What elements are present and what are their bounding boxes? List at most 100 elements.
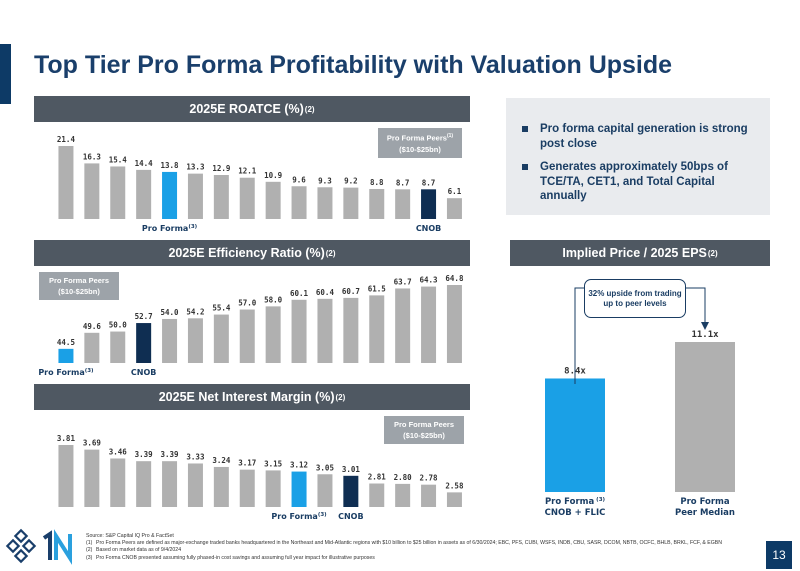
roatce-chart-header: 2025E ROATCE (%) (2): [34, 96, 470, 122]
efficiency-chart-header: 2025E Efficiency Ratio (%) (2): [34, 240, 470, 266]
efficiency-bar: [395, 288, 411, 363]
footnotes: Source: S&P Capital IQ Pro & FactSet (1)…: [86, 533, 766, 562]
nim-bar: [265, 470, 281, 507]
nim-bar: [421, 484, 437, 507]
callout-arrow-icon: [701, 322, 709, 330]
efficiency-bar: [369, 295, 385, 363]
roatce-bar: [110, 166, 126, 219]
roatce-bar-value-label: 16.3: [83, 152, 102, 161]
efficiency-cnob-label: CNOB: [131, 368, 156, 377]
peer-box-line1: Pro Forma Peers: [393, 420, 455, 429]
roatce-bar: [136, 169, 152, 219]
footnote-row: (3) Pro Forma CNOB presented assuming ful…: [86, 555, 766, 562]
roatce-cnob-label: CNOB: [416, 224, 441, 233]
implied-price-header: Implied Price / 2025 EPS (2): [510, 240, 770, 266]
roatce-bar: [369, 188, 385, 219]
efficiency-pro-forma-label: Pro Forma(3): [38, 368, 94, 377]
roatce-bar: [395, 189, 411, 219]
nim-bar-value-label: 2.78: [420, 474, 439, 483]
efficiency-title-sup: (2): [325, 248, 336, 258]
nim-bar-value-label: 3.15: [264, 459, 282, 468]
efficiency-bar-value-label: 60.7: [342, 287, 360, 296]
efficiency-peer-box: Pro Forma Peers ($10-$25bn): [39, 272, 119, 300]
roatce-bar-value-label: 8.7: [422, 178, 436, 187]
bullet-item: Pro forma capital generation is strong p…: [522, 122, 756, 151]
efficiency-bar: [239, 309, 255, 363]
roatce-bar-value-label: 6.1: [448, 187, 462, 196]
roatce-chart-title: 2025E ROATCE (%): [189, 102, 304, 116]
roatce-bar-value-label: 8.7: [396, 178, 410, 187]
roatce-bar-value-label: 14.4: [135, 159, 154, 168]
nim-pro-forma-sup: (3): [318, 512, 327, 518]
nim-bar: [317, 474, 333, 507]
efficiency-bar: [213, 314, 229, 363]
nim-bar-value-label: 3.24: [212, 456, 231, 465]
peer-box-line1: Pro Forma Peers: [386, 133, 447, 143]
efficiency-bar-chart: 44.5 49.6 50.0 52.7 54.0 54.2 55.4 57.0 58.0 60.1…: [38, 274, 464, 377]
nim-bar: [395, 483, 411, 507]
efficiency-bar-value-label: 57.0: [238, 299, 257, 308]
roatce-bar-value-label: 12.9: [212, 164, 231, 173]
nim-bar: [291, 471, 307, 507]
implied-price-category-sup: (3): [594, 497, 605, 503]
upside-callout-text: 32% upside from trading up to peer level…: [588, 288, 682, 308]
efficiency-bar-value-label: 50.0: [109, 321, 128, 330]
efficiency-bar-value-label: 60.4: [316, 288, 335, 297]
efficiency-bar: [84, 332, 100, 363]
footnote-row: (2) Based on market data as of 9/4/2024: [86, 547, 766, 554]
bullet-text: Generates approximately 50bps of TCE/TA,…: [540, 161, 728, 202]
efficiency-bar-value-label: 55.4: [212, 304, 231, 313]
nim-bar-value-label: 3.46: [109, 447, 128, 456]
roatce-bar: [343, 187, 359, 219]
nim-bar: [136, 461, 152, 507]
nim-bar: [369, 483, 385, 507]
footnote-row: (1) Pro Forma Peers are defined as major-…: [86, 540, 766, 547]
accent-side-bar: [0, 44, 11, 104]
footnote-text: Based on market data as of 9/4/2024: [96, 547, 182, 554]
nim-bar: [84, 449, 100, 507]
roatce-bar: [421, 189, 437, 219]
upside-callout: 32% upside from trading up to peer level…: [584, 279, 686, 318]
footnote-source: Source: S&P Capital IQ Pro & FactSet: [86, 533, 174, 539]
callout-connector-right: [685, 287, 706, 328]
nim-bar-value-label: 3.17: [238, 459, 256, 468]
nim-pro-forma-label: Pro Forma(3): [271, 512, 327, 521]
nim-bar-chart: 3.81 3.69 3.46 3.39 3.39 3.33 3.24 3.17 3.15 3.12…: [57, 434, 464, 521]
nim-bar-value-label: 3.01: [342, 465, 361, 474]
peer-box-line2: ($10-$25bn): [403, 431, 445, 440]
peer-box-sup: (1): [446, 133, 454, 139]
roatce-bar: [291, 186, 307, 219]
roatce-bar: [213, 174, 229, 219]
roatce-bar-value-label: 8.8: [370, 178, 384, 187]
nim-chart-title: 2025E Net Interest Margin (%): [158, 390, 335, 404]
implied-price-category-label: Pro Forma (3): [545, 497, 606, 507]
roatce-bar: [58, 146, 74, 219]
efficiency-bar-value-label: 64.3: [420, 276, 439, 285]
nim-bar: [213, 466, 229, 507]
key-points-panel: Pro forma capital generation is strong p…: [506, 98, 770, 215]
roatce-bar: [446, 198, 462, 219]
efficiency-bar: [421, 286, 437, 363]
implied-price-bar: [545, 378, 605, 492]
efficiency-bar-value-label: 54.2: [186, 307, 204, 316]
roatce-bar-value-label: 12.1: [238, 167, 257, 176]
implied-price-bar: [675, 342, 735, 492]
footnote-number: (3): [86, 554, 93, 561]
bullet-item: Generates approximately 50bps of TCE/TA,…: [522, 160, 756, 204]
efficiency-bar: [162, 318, 178, 363]
roatce-bar: [317, 187, 333, 219]
roatce-bar-chart: 21.4 16.3 15.4 14.4 13.8 13.3 12.9 12.1 10.9 9.6 9…: [57, 135, 462, 233]
efficiency-bar-value-label: 44.5: [57, 338, 75, 347]
efficiency-bar-value-label: 60.1: [290, 289, 309, 298]
roatce-bar-value-label: 21.4: [57, 135, 76, 144]
implied-price-category-label-line2: CNOB + FLIC: [545, 508, 606, 518]
implied-price-category-label-line2: Peer Median: [675, 508, 735, 518]
footnote-number: (2): [86, 547, 93, 554]
roatce-bar: [239, 177, 255, 219]
company-logo-icon: [5, 528, 72, 565]
nim-bar-value-label: 3.39: [161, 450, 180, 459]
efficiency-bar-value-label: 63.7: [394, 277, 412, 286]
efficiency-bar-value-label: 61.5: [368, 284, 386, 293]
efficiency-bar: [58, 348, 74, 363]
